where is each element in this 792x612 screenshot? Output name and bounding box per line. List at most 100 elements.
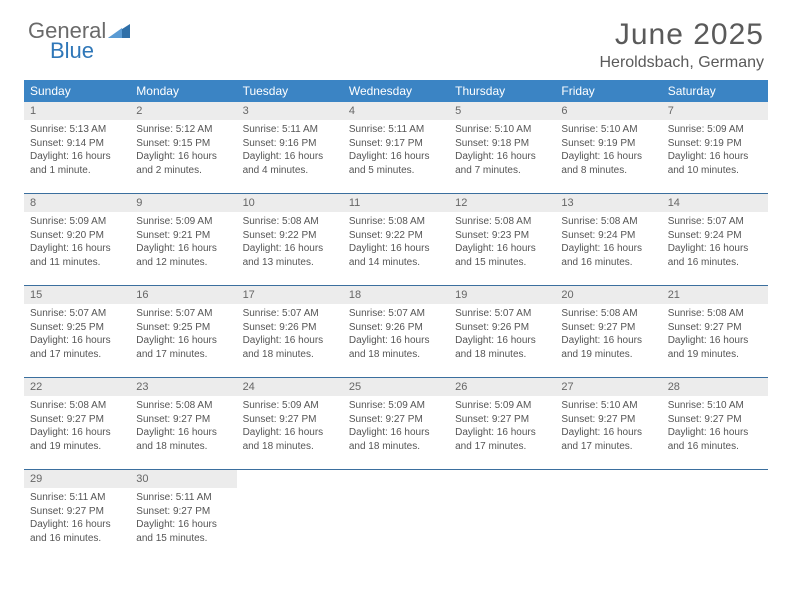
day-cell: 7Sunrise: 5:09 AMSunset: 9:19 PMDaylight… [662, 102, 768, 193]
daylight-text: Daylight: 16 hours and 16 minutes. [668, 426, 762, 453]
sunset-text: Sunset: 9:18 PM [455, 137, 549, 151]
sunset-text: Sunset: 9:27 PM [136, 413, 230, 427]
sunrise-text: Sunrise: 5:11 AM [136, 491, 230, 505]
day-body: Sunrise: 5:07 AMSunset: 9:25 PMDaylight:… [24, 304, 130, 367]
sunrise-text: Sunrise: 5:07 AM [455, 307, 549, 321]
daylight-text: Daylight: 16 hours and 4 minutes. [243, 150, 337, 177]
day-body: Sunrise: 5:08 AMSunset: 9:27 PMDaylight:… [555, 304, 661, 367]
sunset-text: Sunset: 9:26 PM [349, 321, 443, 335]
sunset-text: Sunset: 9:27 PM [668, 413, 762, 427]
sunset-text: Sunset: 9:26 PM [455, 321, 549, 335]
daylight-text: Daylight: 16 hours and 15 minutes. [136, 518, 230, 545]
day-body: Sunrise: 5:07 AMSunset: 9:26 PMDaylight:… [449, 304, 555, 367]
day-cell: 12Sunrise: 5:08 AMSunset: 9:23 PMDayligh… [449, 194, 555, 285]
sunset-text: Sunset: 9:21 PM [136, 229, 230, 243]
sunrise-text: Sunrise: 5:10 AM [668, 399, 762, 413]
day-body: Sunrise: 5:08 AMSunset: 9:22 PMDaylight:… [237, 212, 343, 275]
week-row: 29Sunrise: 5:11 AMSunset: 9:27 PMDayligh… [24, 470, 768, 562]
location-label: Heroldsbach, Germany [599, 54, 764, 72]
weekday-cell: Thursday [449, 80, 555, 102]
sunrise-text: Sunrise: 5:07 AM [349, 307, 443, 321]
day-body: Sunrise: 5:11 AMSunset: 9:17 PMDaylight:… [343, 120, 449, 183]
sunset-text: Sunset: 9:25 PM [136, 321, 230, 335]
day-number: 14 [662, 194, 768, 212]
day-number: 28 [662, 378, 768, 396]
day-number: 19 [449, 286, 555, 304]
sunset-text: Sunset: 9:15 PM [136, 137, 230, 151]
daylight-text: Daylight: 16 hours and 12 minutes. [136, 242, 230, 269]
sunset-text: Sunset: 9:27 PM [30, 505, 124, 519]
daylight-text: Daylight: 16 hours and 18 minutes. [136, 426, 230, 453]
sunset-text: Sunset: 9:24 PM [668, 229, 762, 243]
week-row: 1Sunrise: 5:13 AMSunset: 9:14 PMDaylight… [24, 102, 768, 194]
sunset-text: Sunset: 9:24 PM [561, 229, 655, 243]
sunrise-text: Sunrise: 5:09 AM [668, 123, 762, 137]
day-cell [555, 470, 661, 562]
day-number: 30 [130, 470, 236, 488]
day-cell: 10Sunrise: 5:08 AMSunset: 9:22 PMDayligh… [237, 194, 343, 285]
daylight-text: Daylight: 16 hours and 1 minute. [30, 150, 124, 177]
sunset-text: Sunset: 9:27 PM [561, 413, 655, 427]
day-cell [343, 470, 449, 562]
day-body: Sunrise: 5:11 AMSunset: 9:27 PMDaylight:… [130, 488, 236, 551]
day-cell: 8Sunrise: 5:09 AMSunset: 9:20 PMDaylight… [24, 194, 130, 285]
day-number: 15 [24, 286, 130, 304]
day-number: 17 [237, 286, 343, 304]
sunset-text: Sunset: 9:22 PM [349, 229, 443, 243]
day-number: 7 [662, 102, 768, 120]
day-cell: 26Sunrise: 5:09 AMSunset: 9:27 PMDayligh… [449, 378, 555, 469]
sunset-text: Sunset: 9:27 PM [561, 321, 655, 335]
daylight-text: Daylight: 16 hours and 11 minutes. [30, 242, 124, 269]
sunrise-text: Sunrise: 5:09 AM [455, 399, 549, 413]
day-cell: 14Sunrise: 5:07 AMSunset: 9:24 PMDayligh… [662, 194, 768, 285]
day-body: Sunrise: 5:07 AMSunset: 9:25 PMDaylight:… [130, 304, 236, 367]
day-number: 29 [24, 470, 130, 488]
sunset-text: Sunset: 9:23 PM [455, 229, 549, 243]
day-body: Sunrise: 5:09 AMSunset: 9:21 PMDaylight:… [130, 212, 236, 275]
daylight-text: Daylight: 16 hours and 18 minutes. [349, 334, 443, 361]
day-cell: 6Sunrise: 5:10 AMSunset: 9:19 PMDaylight… [555, 102, 661, 193]
week-row: 15Sunrise: 5:07 AMSunset: 9:25 PMDayligh… [24, 286, 768, 378]
sunset-text: Sunset: 9:16 PM [243, 137, 337, 151]
daylight-text: Daylight: 16 hours and 18 minutes. [243, 334, 337, 361]
title-block: June 2025 Heroldsbach, Germany [599, 18, 764, 72]
daylight-text: Daylight: 16 hours and 18 minutes. [349, 426, 443, 453]
day-body: Sunrise: 5:07 AMSunset: 9:26 PMDaylight:… [237, 304, 343, 367]
week-row: 22Sunrise: 5:08 AMSunset: 9:27 PMDayligh… [24, 378, 768, 470]
day-number: 23 [130, 378, 236, 396]
sunrise-text: Sunrise: 5:07 AM [30, 307, 124, 321]
day-number: 11 [343, 194, 449, 212]
sunrise-text: Sunrise: 5:11 AM [243, 123, 337, 137]
day-body: Sunrise: 5:09 AMSunset: 9:27 PMDaylight:… [237, 396, 343, 459]
page-header: General Blue June 2025 Heroldsbach, Germ… [0, 0, 792, 80]
day-cell: 5Sunrise: 5:10 AMSunset: 9:18 PMDaylight… [449, 102, 555, 193]
logo-text-wrapper: General Blue [28, 18, 130, 64]
day-number: 1 [24, 102, 130, 120]
sunrise-text: Sunrise: 5:07 AM [243, 307, 337, 321]
day-body: Sunrise: 5:10 AMSunset: 9:18 PMDaylight:… [449, 120, 555, 183]
day-cell: 4Sunrise: 5:11 AMSunset: 9:17 PMDaylight… [343, 102, 449, 193]
day-cell: 15Sunrise: 5:07 AMSunset: 9:25 PMDayligh… [24, 286, 130, 377]
day-body: Sunrise: 5:11 AMSunset: 9:16 PMDaylight:… [237, 120, 343, 183]
day-number: 27 [555, 378, 661, 396]
daylight-text: Daylight: 16 hours and 16 minutes. [561, 242, 655, 269]
sunrise-text: Sunrise: 5:07 AM [668, 215, 762, 229]
sunrise-text: Sunrise: 5:12 AM [136, 123, 230, 137]
daylight-text: Daylight: 16 hours and 15 minutes. [455, 242, 549, 269]
day-cell: 16Sunrise: 5:07 AMSunset: 9:25 PMDayligh… [130, 286, 236, 377]
calendar: SundayMondayTuesdayWednesdayThursdayFrid… [0, 80, 792, 562]
day-cell: 29Sunrise: 5:11 AMSunset: 9:27 PMDayligh… [24, 470, 130, 562]
sunrise-text: Sunrise: 5:10 AM [561, 123, 655, 137]
day-number: 21 [662, 286, 768, 304]
sunrise-text: Sunrise: 5:08 AM [455, 215, 549, 229]
sunrise-text: Sunrise: 5:08 AM [561, 215, 655, 229]
logo-text-blue: Blue [50, 38, 130, 64]
sunset-text: Sunset: 9:22 PM [243, 229, 337, 243]
sunrise-text: Sunrise: 5:08 AM [349, 215, 443, 229]
sunset-text: Sunset: 9:27 PM [349, 413, 443, 427]
sunrise-text: Sunrise: 5:08 AM [243, 215, 337, 229]
daylight-text: Daylight: 16 hours and 17 minutes. [561, 426, 655, 453]
logo-triangle-icon [108, 22, 130, 38]
day-cell: 30Sunrise: 5:11 AMSunset: 9:27 PMDayligh… [130, 470, 236, 562]
day-cell: 20Sunrise: 5:08 AMSunset: 9:27 PMDayligh… [555, 286, 661, 377]
